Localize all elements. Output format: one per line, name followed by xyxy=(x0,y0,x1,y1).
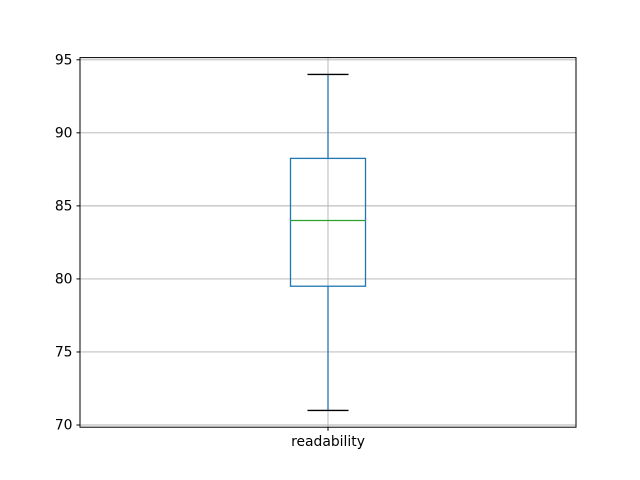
y-tick-label: 90 xyxy=(55,126,73,142)
x-tick-label: readability xyxy=(291,434,365,450)
y-tick-label: 75 xyxy=(55,345,73,361)
y-tick-label: 80 xyxy=(55,272,73,288)
y-tick-label: 85 xyxy=(55,199,73,215)
y-tick-label: 95 xyxy=(55,52,73,68)
y-tick-label: 70 xyxy=(55,418,73,434)
iqr-box xyxy=(289,157,367,287)
